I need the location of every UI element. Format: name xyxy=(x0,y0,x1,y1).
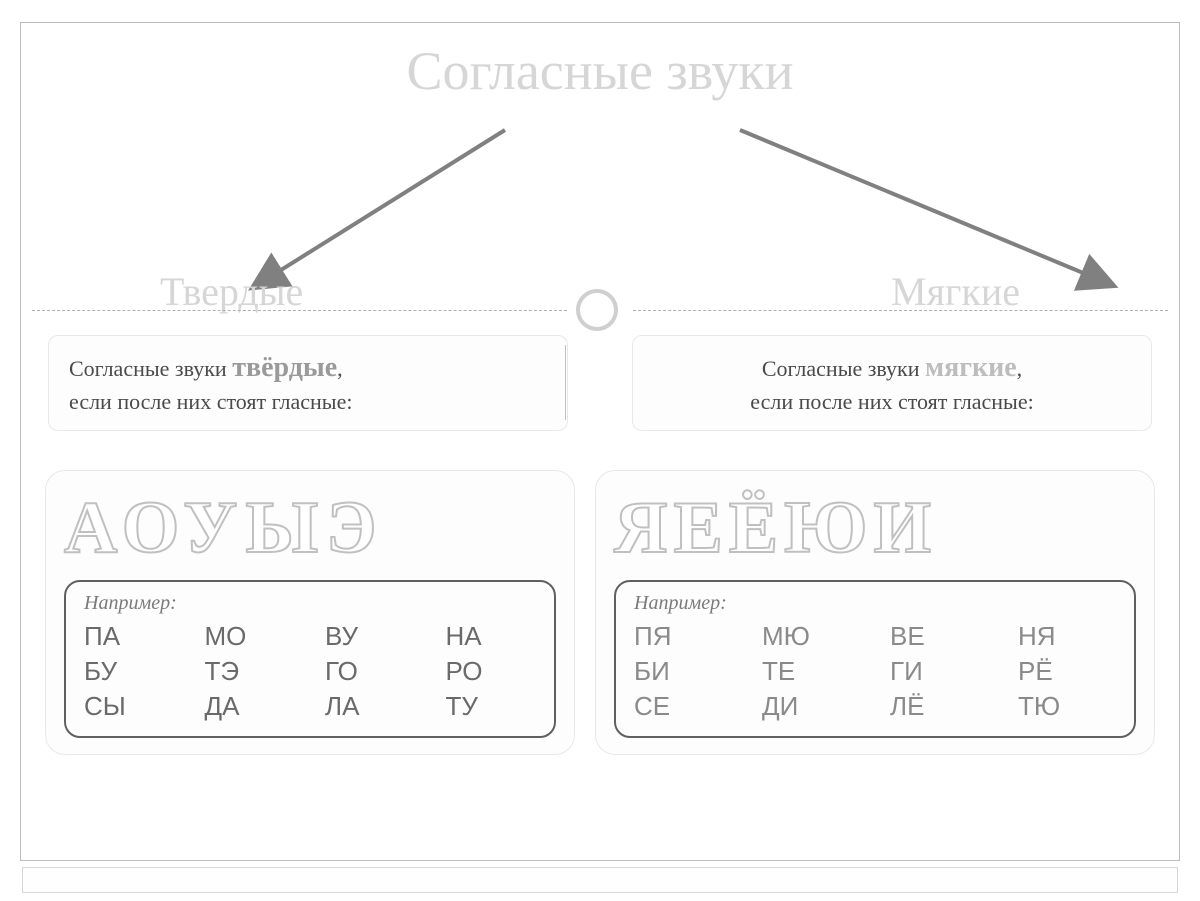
rule-hard-line2: если после них стоят гласные: xyxy=(69,389,352,414)
label-soft: Мягкие xyxy=(891,268,1020,315)
example-syllable: СЫ xyxy=(84,691,175,722)
vowels-soft: ЯЕЁЮИ xyxy=(614,491,1136,565)
example-syllable: ПА xyxy=(84,621,175,652)
example-syllable: ВУ xyxy=(325,621,416,652)
rule-hard-bold: твёрдые xyxy=(232,352,337,383)
example-syllable: МЮ xyxy=(762,621,860,652)
example-syllable: ГО xyxy=(325,656,416,687)
example-syllable: ТЮ xyxy=(1018,691,1116,722)
example-syllable: ТУ xyxy=(446,691,537,722)
rule-soft-line2: если после них стоят гласные: xyxy=(750,389,1033,414)
example-label-soft: Например: xyxy=(634,592,1116,615)
vowel-panel-soft: ЯЕЁЮИ Например: ПЯ МЮ ВЕ НЯ БИ ТЕ ГИ РЁ СЕ ДИ ЛЁ ТЮ xyxy=(595,470,1155,755)
divider-right xyxy=(633,310,1168,311)
example-syllable: ТЕ xyxy=(762,656,860,687)
example-syllable: БУ xyxy=(84,656,175,687)
rule-soft-prefix: Согласные звуки xyxy=(762,356,925,381)
example-syllable: ГИ xyxy=(890,656,988,687)
example-grid-soft: ПЯ МЮ ВЕ НЯ БИ ТЕ ГИ РЁ СЕ ДИ ЛЁ ТЮ xyxy=(634,621,1116,722)
rule-box-soft: Согласные звуки мягкие, если после них с… xyxy=(632,335,1152,431)
example-syllable: РЁ xyxy=(1018,656,1116,687)
main-title: Согласные звуки xyxy=(0,40,1200,102)
example-label-hard: Например: xyxy=(84,592,536,615)
rule-hard-suffix: , xyxy=(337,356,343,381)
example-grid-hard: ПА МО ВУ НА БУ ТЭ ГО РО СЫ ДА ЛА ТУ xyxy=(84,621,536,722)
example-syllable: НЯ xyxy=(1018,621,1116,652)
label-hard: Твердые xyxy=(160,268,303,315)
example-syllable: ДИ xyxy=(762,691,860,722)
vowel-panel-hard: АОУЫЭ Например: ПА МО ВУ НА БУ ТЭ ГО РО СЫ ДА ЛА ТУ xyxy=(45,470,575,755)
rule-soft-bold: мягкие xyxy=(925,352,1017,383)
example-syllable: СЕ xyxy=(634,691,732,722)
example-syllable: МО xyxy=(205,621,296,652)
example-syllable: ПЯ xyxy=(634,621,732,652)
example-syllable: ДА xyxy=(205,691,296,722)
rule-divider xyxy=(565,345,566,420)
example-syllable: ЛА xyxy=(325,691,416,722)
vowels-hard: АОУЫЭ xyxy=(64,491,556,565)
divider-left xyxy=(32,310,567,311)
example-syllable: НА xyxy=(446,621,537,652)
example-syllable: РО xyxy=(446,656,537,687)
bottom-bar xyxy=(22,867,1178,893)
rule-soft-suffix: , xyxy=(1017,356,1023,381)
example-syllable: БИ xyxy=(634,656,732,687)
arrow-left-icon xyxy=(245,120,725,300)
rule-box-hard: Согласные звуки твёрдые, если после них … xyxy=(48,335,568,431)
example-syllable: ТЭ xyxy=(205,656,296,687)
example-syllable: ЛЁ xyxy=(890,691,988,722)
example-box-soft: Например: ПЯ МЮ ВЕ НЯ БИ ТЕ ГИ РЁ СЕ ДИ ЛЁ ТЮ xyxy=(614,580,1136,738)
example-box-hard: Например: ПА МО ВУ НА БУ ТЭ ГО РО СЫ ДА ЛА ТУ xyxy=(64,580,556,738)
rule-hard-prefix: Согласные звуки xyxy=(69,356,232,381)
center-circle-icon xyxy=(576,289,618,331)
example-syllable: ВЕ xyxy=(890,621,988,652)
